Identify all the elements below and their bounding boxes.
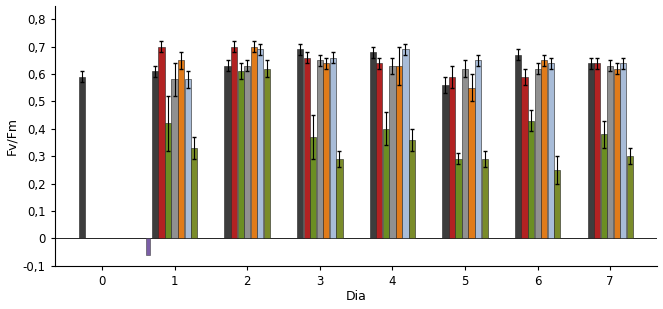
Bar [548, 63, 554, 238]
Bar [475, 60, 481, 238]
Bar [158, 47, 164, 238]
Bar [402, 49, 408, 238]
Bar [251, 47, 257, 238]
Bar [146, 238, 150, 255]
Bar [554, 170, 560, 238]
Bar [310, 137, 316, 238]
Bar [297, 49, 303, 238]
Bar [515, 55, 521, 238]
Bar [409, 140, 415, 238]
Bar [80, 77, 86, 238]
Bar [304, 57, 310, 238]
Bar [244, 66, 250, 238]
Y-axis label: Fv/Fm: Fv/Fm [5, 116, 19, 154]
Bar [172, 79, 178, 238]
Bar [481, 159, 488, 238]
Bar [376, 63, 383, 238]
Bar [389, 66, 396, 238]
Bar [184, 79, 191, 238]
Bar [541, 60, 547, 238]
Bar [594, 63, 600, 238]
Bar [191, 148, 198, 238]
Bar [165, 123, 171, 238]
Bar [469, 88, 475, 238]
Bar [620, 63, 627, 238]
Bar [225, 66, 231, 238]
Bar [317, 60, 323, 238]
Bar [601, 134, 607, 238]
Bar [330, 57, 336, 238]
Bar [455, 159, 461, 238]
Bar [449, 77, 455, 238]
Bar [396, 66, 402, 238]
Bar [534, 69, 541, 238]
Bar [178, 60, 184, 238]
Bar [528, 121, 534, 238]
Bar [231, 47, 237, 238]
Bar [522, 77, 528, 238]
Bar [264, 69, 270, 238]
Bar [627, 156, 633, 238]
Bar [442, 85, 448, 238]
Bar [257, 49, 263, 238]
Bar [462, 69, 468, 238]
Bar [324, 63, 330, 238]
Bar [614, 69, 620, 238]
Bar [607, 66, 613, 238]
Bar [152, 71, 158, 238]
Bar [383, 129, 389, 238]
Bar [336, 159, 343, 238]
Bar [370, 52, 376, 238]
Bar [587, 63, 594, 238]
Bar [237, 71, 244, 238]
X-axis label: Dia: Dia [345, 290, 367, 303]
